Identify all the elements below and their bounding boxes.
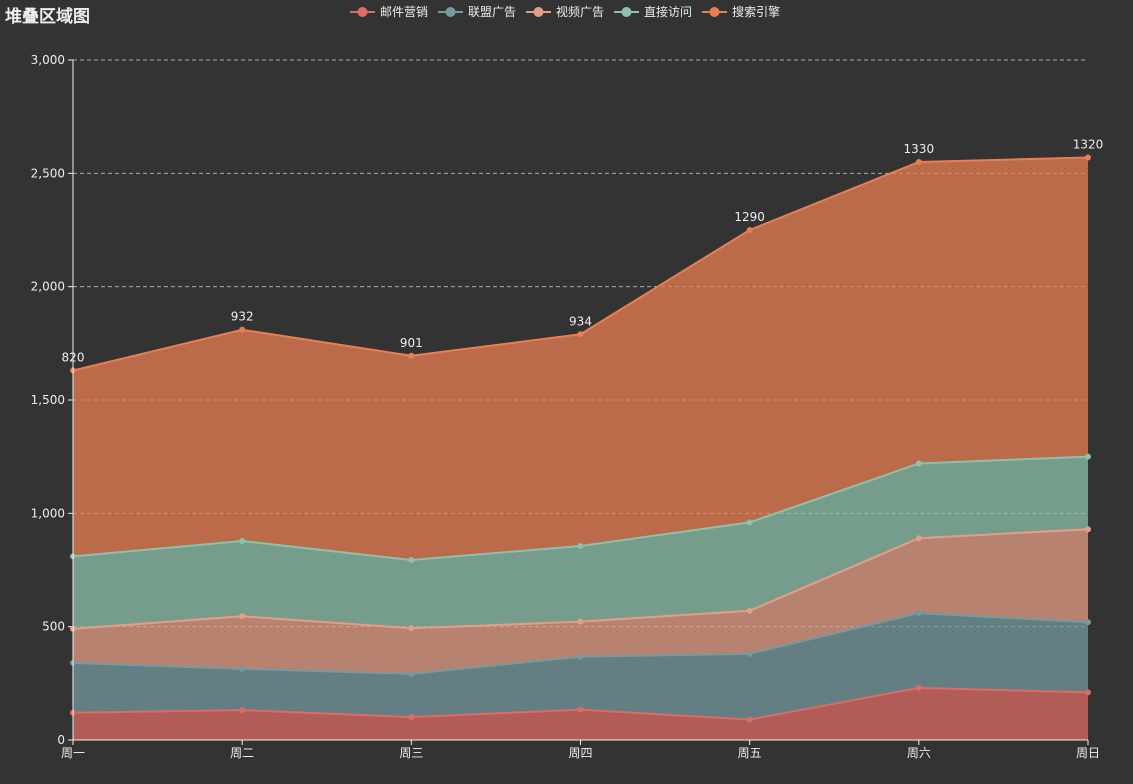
legend-label: 搜索引擎 xyxy=(732,5,781,19)
area-series-3 xyxy=(73,456,1088,629)
data-point[interactable] xyxy=(915,535,922,542)
data-point[interactable] xyxy=(239,665,246,672)
y-tick-label: 1,500 xyxy=(31,393,65,407)
data-label: 901 xyxy=(400,336,423,350)
data-point[interactable] xyxy=(1085,154,1091,161)
x-tick-label: 周日 xyxy=(1076,746,1100,760)
data-point[interactable] xyxy=(1085,453,1091,460)
data-point[interactable] xyxy=(577,618,584,625)
area-series-0 xyxy=(73,687,1088,740)
legend-line-icon xyxy=(702,6,728,17)
y-tick-label: 0 xyxy=(57,733,65,747)
y-tick-label: 500 xyxy=(42,620,65,634)
legend-label: 直接访问 xyxy=(644,5,693,19)
data-label: 1290 xyxy=(734,210,765,224)
x-tick-label: 周六 xyxy=(907,746,931,760)
data-point[interactable] xyxy=(577,542,584,549)
data-point[interactable] xyxy=(239,613,246,620)
legend-line-icon xyxy=(526,6,552,17)
data-point[interactable] xyxy=(915,159,922,165)
legend-item-video[interactable]: 视频广告 xyxy=(526,3,604,20)
data-point[interactable] xyxy=(746,716,753,723)
area-series-4 xyxy=(73,157,1088,561)
area-series-1 xyxy=(73,613,1088,720)
legend-line-icon xyxy=(438,6,464,17)
legend-label: 视频广告 xyxy=(556,5,605,19)
y-tick-label: 3,000 xyxy=(31,53,65,67)
x-tick-label: 周五 xyxy=(738,746,762,760)
y-tick-label: 2,500 xyxy=(31,166,65,180)
data-point[interactable] xyxy=(577,653,584,660)
legend-line-icon xyxy=(350,6,375,17)
data-point[interactable] xyxy=(408,714,415,721)
chart-title: 堆叠区域图 xyxy=(5,7,90,27)
legend-item-search[interactable]: 搜索引擎 xyxy=(702,3,780,20)
y-tick-label: 1,000 xyxy=(31,506,65,520)
legend-line-icon xyxy=(614,6,640,17)
y-tick-label: 2,000 xyxy=(31,280,65,294)
data-point[interactable] xyxy=(1085,619,1091,626)
data-point[interactable] xyxy=(577,331,584,338)
legend-item-direct[interactable]: 直接访问 xyxy=(614,3,692,20)
legend-label: 联盟广告 xyxy=(468,5,517,19)
data-point[interactable] xyxy=(239,537,246,544)
data-point[interactable] xyxy=(408,625,415,632)
data-point[interactable] xyxy=(1085,526,1091,533)
data-point[interactable] xyxy=(915,460,922,467)
area-series-2 xyxy=(73,529,1088,674)
data-label: 934 xyxy=(569,314,592,328)
legend-item-email[interactable]: 邮件营销 xyxy=(350,3,428,20)
data-point[interactable] xyxy=(408,557,415,564)
data-point[interactable] xyxy=(408,670,415,677)
data-point[interactable] xyxy=(239,707,246,714)
data-label: 1330 xyxy=(904,142,935,156)
data-point[interactable] xyxy=(577,706,584,713)
legend-label: 邮件营销 xyxy=(380,5,429,19)
data-point[interactable] xyxy=(746,607,753,614)
data-point[interactable] xyxy=(915,684,922,691)
data-point[interactable] xyxy=(1085,689,1091,696)
x-tick-label: 周二 xyxy=(230,746,254,760)
data-point[interactable] xyxy=(915,610,922,617)
x-tick-label: 周三 xyxy=(399,746,423,760)
data-point[interactable] xyxy=(408,352,415,359)
data-label: 1320 xyxy=(1073,137,1104,151)
data-point[interactable] xyxy=(239,326,246,333)
x-tick-label: 周一 xyxy=(61,746,85,760)
legend-item-affiliate[interactable]: 联盟广告 xyxy=(438,3,516,20)
data-point[interactable] xyxy=(746,650,753,657)
chart-legend: 邮件营销 联盟广告 视频广告 直接访问 搜索引擎 xyxy=(350,3,780,20)
data-point[interactable] xyxy=(746,227,753,233)
x-tick-label: 周四 xyxy=(568,746,592,760)
data-label: 932 xyxy=(231,310,254,324)
data-point[interactable] xyxy=(746,519,753,526)
